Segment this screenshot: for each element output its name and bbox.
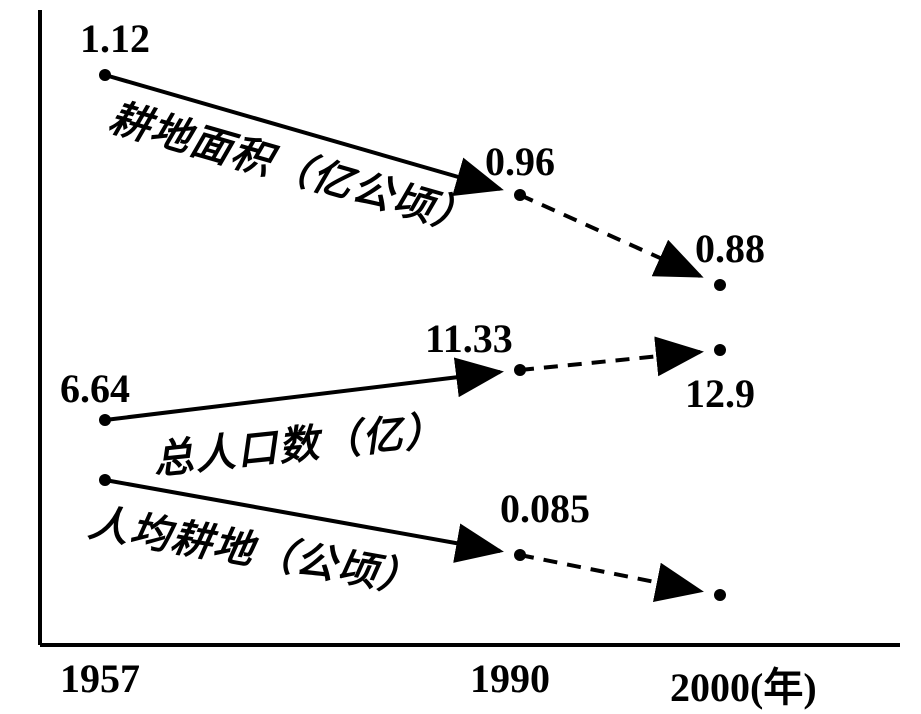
series-1-seg-2 [520,195,700,276]
series-3-point-1990 [514,549,526,561]
x-tick-2000: 2000(年) [670,655,817,713]
value-percapita-1990: 0.085 [500,485,590,532]
series-3-point-2000 [714,589,726,601]
series-2-point-1957 [99,414,111,426]
series-3-point-1957 [99,474,111,486]
x-tick-1957: 1957 [60,655,140,702]
series-1-point-2000 [714,279,726,291]
x-axis-unit: (年) [750,665,817,710]
value-farmland-2000: 0.88 [695,225,765,272]
value-farmland-1957: 1.12 [80,15,150,62]
series-2-point-1990 [514,364,526,376]
value-population-2000: 12.9 [685,370,755,417]
x-tick-1990: 1990 [470,655,550,702]
series-1-point-1990 [514,189,526,201]
series-2-seg-2 [520,352,700,370]
series-2-point-2000 [714,344,726,356]
series-1-point-1957 [99,69,111,81]
x-tick-2000-year: 2000 [670,665,750,710]
series-3-seg-2 [520,555,700,591]
chart-container: 1.12 0.96 0.88 6.64 11.33 12.9 0.085 耕地面… [0,0,921,714]
value-farmland-1990: 0.96 [485,138,555,185]
value-population-1957: 6.64 [60,365,130,412]
value-population-1990: 11.33 [425,315,513,362]
